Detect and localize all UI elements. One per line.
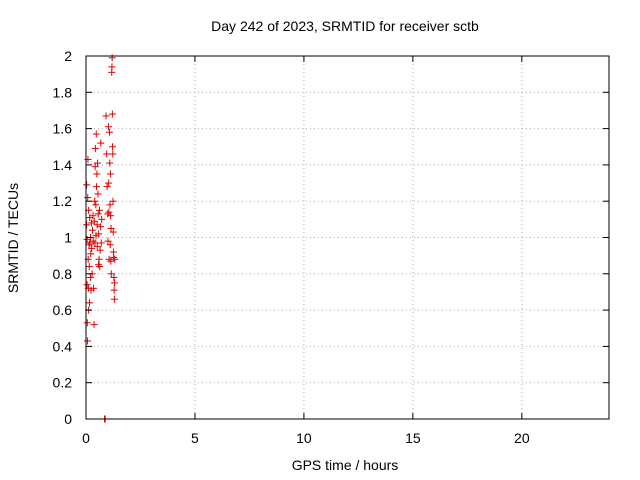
y-tick-label: 1.6 [53, 121, 73, 137]
x-tick-label: 5 [191, 430, 199, 446]
data-point [106, 159, 114, 167]
data-point [83, 181, 91, 189]
x-tick-label: 10 [296, 430, 312, 446]
data-point [104, 237, 112, 245]
data-point [96, 206, 104, 214]
data-point [106, 128, 114, 136]
x-tick-label: 0 [82, 430, 90, 446]
data-point [83, 319, 91, 327]
data-point [105, 179, 113, 187]
data-point [97, 223, 105, 231]
data-point [108, 54, 116, 62]
data-point [84, 194, 92, 202]
data-point [87, 250, 95, 258]
data-point [94, 261, 102, 269]
data-point [94, 190, 102, 198]
data-point [94, 210, 102, 218]
data-point [102, 112, 110, 120]
data-point [97, 139, 105, 147]
x-tick-label: 15 [405, 430, 421, 446]
data-point [110, 253, 118, 261]
data-point [96, 246, 104, 254]
y-tick-label: 1.4 [53, 157, 73, 173]
data-point [83, 221, 91, 229]
data-point [110, 273, 118, 281]
grid-lines [86, 56, 609, 419]
data-point [109, 143, 117, 151]
data-point [107, 257, 115, 265]
data-point [92, 201, 100, 209]
data-point [83, 281, 91, 289]
data-point [94, 159, 102, 167]
data-point [88, 244, 96, 252]
data-point [85, 241, 93, 249]
data-point [104, 123, 112, 131]
data-point [108, 63, 116, 71]
data-point [96, 263, 104, 271]
data-point [93, 170, 101, 178]
data-point [106, 201, 114, 209]
data-point [92, 130, 100, 138]
y-tick-label: 0.4 [53, 338, 73, 354]
x-axis-tick-labels: 0 5 10 15 20 [82, 430, 530, 446]
data-points [83, 54, 119, 423]
data-point [85, 263, 93, 271]
data-point [103, 150, 111, 158]
y-tick-label: 1.8 [53, 84, 73, 100]
data-point [86, 273, 94, 281]
data-point [93, 243, 101, 251]
data-point [91, 163, 99, 171]
data-point [97, 239, 105, 247]
data-point [109, 228, 117, 236]
data-point [106, 170, 114, 178]
data-point [111, 279, 119, 287]
data-point [95, 230, 103, 238]
data-point [93, 221, 101, 229]
data-point [91, 197, 99, 205]
data-point [110, 286, 118, 294]
data-point [109, 150, 117, 158]
x-axis-label: GPS time / hours [292, 457, 399, 473]
chart-title: Day 242 of 2023, SRMTID for receiver sct… [211, 18, 479, 34]
y-tick-label: 0 [64, 411, 72, 427]
data-point [83, 235, 91, 243]
data-point [98, 215, 106, 223]
x-tick-label: 20 [514, 430, 530, 446]
data-point [91, 239, 99, 247]
data-point [86, 214, 94, 222]
axis-ticks [85, 55, 609, 420]
data-point [111, 255, 119, 263]
y-tick-label: 0.2 [53, 375, 73, 391]
y-tick-label: 1.2 [53, 193, 73, 209]
data-point [91, 145, 99, 153]
data-point [92, 183, 100, 191]
data-point [84, 337, 92, 345]
y-tick-label: 1 [64, 230, 72, 246]
data-point [105, 208, 113, 216]
data-point [106, 241, 114, 249]
y-tick-label: 0.6 [53, 302, 73, 318]
y-tick-label: 2 [64, 48, 72, 64]
data-point [108, 110, 116, 118]
data-point [110, 295, 118, 303]
data-point [95, 255, 103, 263]
data-point [89, 237, 97, 245]
data-point [107, 224, 115, 232]
y-axis-tick-labels: 0 0.2 0.4 0.6 0.8 1 1.2 1.4 1.6 1.8 2 [53, 48, 73, 427]
data-point [89, 212, 97, 220]
data-point [107, 212, 115, 220]
y-axis-label: SRMTID / TECUs [5, 183, 21, 293]
data-point [85, 299, 93, 307]
data-point [90, 321, 98, 329]
data-point [103, 183, 111, 191]
data-point [107, 270, 115, 278]
data-point [90, 284, 98, 292]
data-point [109, 197, 117, 205]
y-tick-label: 0.8 [53, 266, 73, 282]
data-point [89, 226, 97, 234]
data-point [90, 217, 98, 225]
